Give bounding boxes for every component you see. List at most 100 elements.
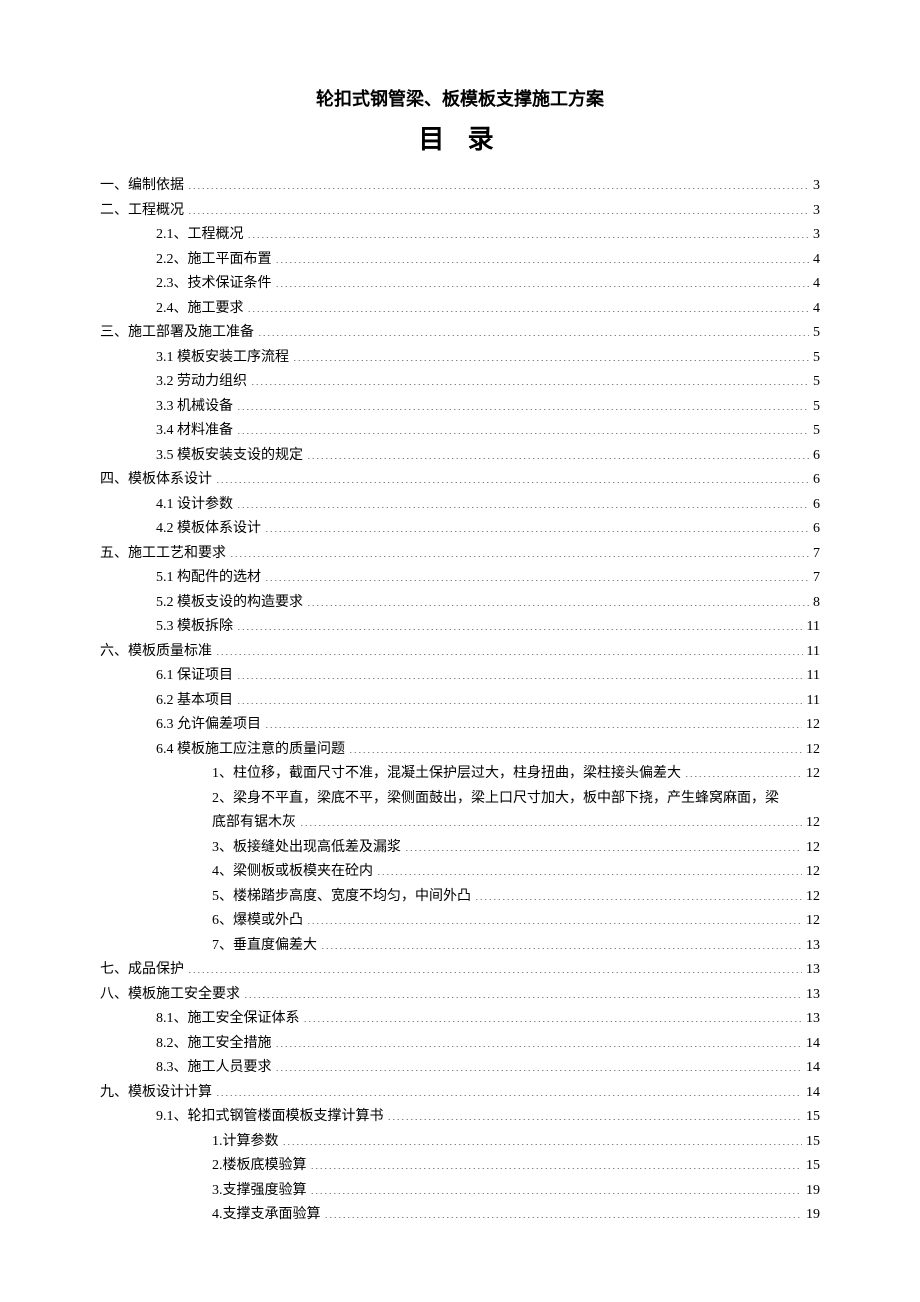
toc-page-number: 12 — [802, 885, 820, 910]
toc-page-number: 6 — [809, 493, 820, 518]
toc-leader-dots — [237, 690, 803, 704]
toc-entry: 8.2、施工安全措施14 — [100, 1032, 820, 1057]
toc-leader-dots — [237, 396, 809, 410]
toc-leader-dots — [475, 886, 802, 900]
document-title: 轮扣式钢管梁、板模板支撑施工方案 — [100, 85, 820, 111]
toc-label: 6、爆模或外凸 — [212, 909, 307, 934]
toc-page-number: 4 — [809, 272, 820, 297]
toc-page-number: 11 — [803, 615, 820, 640]
toc-leader-dots — [276, 249, 810, 263]
toc-leader-dots — [258, 322, 809, 336]
toc-leader-dots — [307, 592, 809, 606]
toc-entry: 5、楼梯踏步高度、宽度不均匀，中间外凸 12 — [100, 885, 820, 910]
toc-label: 4、梁侧板或板模夹在砼内 — [212, 860, 377, 885]
toc-page-number: 14 — [802, 1081, 820, 1106]
toc-leader-dots — [283, 1131, 803, 1145]
toc-entry: 2.4、施工要求4 — [100, 297, 820, 322]
toc-label: 5.2 模板支设的构造要求 — [156, 591, 307, 616]
toc-label: 3.支撑强度验算 — [212, 1179, 311, 1204]
toc-entry: 6.2 基本项目 11 — [100, 689, 820, 714]
toc-leader-dots — [405, 837, 802, 851]
toc-label: 8.1、施工安全保证体系 — [156, 1007, 304, 1032]
toc-leader-dots — [300, 812, 802, 826]
toc-entry: 8.1、施工安全保证体系13 — [100, 1007, 820, 1032]
toc-entry: 八、模板施工安全要求13 — [100, 983, 820, 1008]
toc-entry: 9.1、轮扣式钢管楼面模板支撑计算书15 — [100, 1105, 820, 1130]
toc-label: 七、成品保护 — [100, 958, 188, 983]
toc-label: 八、模板施工安全要求 — [100, 983, 244, 1008]
toc-entry: 3、板接缝处出现高低差及漏浆12 — [100, 836, 820, 861]
toc-page-number: 13 — [802, 934, 820, 959]
toc-page-number: 5 — [809, 419, 820, 444]
toc-label: 4.1 设计参数 — [156, 493, 237, 518]
toc-page-number: 13 — [802, 958, 820, 983]
toc-page-number: 14 — [802, 1032, 820, 1057]
toc-leader-dots — [276, 1033, 803, 1047]
toc-leader-dots — [265, 714, 802, 728]
toc-label: 4.支撑支承面验算 — [212, 1203, 325, 1228]
toc-label: 3.2 劳动力组织 — [156, 370, 251, 395]
toc-page-number: 11 — [803, 689, 820, 714]
toc-label: 九、模板设计计算 — [100, 1081, 216, 1106]
toc-entry: 六、模板质量标准11 — [100, 640, 820, 665]
toc-label: 1.计算参数 — [212, 1130, 283, 1155]
toc-label: 6.2 基本项目 — [156, 689, 237, 714]
toc-entry: 九、模板设计计算 14 — [100, 1081, 820, 1106]
toc-heading: 目 录 — [100, 119, 820, 156]
toc-page-number: 3 — [809, 174, 820, 199]
toc-label: 2、梁身不平直，梁底不平，梁侧面鼓出，梁上口尺寸加大，板中部下挠，产生蜂窝麻面，… — [212, 787, 783, 812]
toc-leader-dots — [349, 739, 802, 753]
toc-page-number: 7 — [809, 566, 820, 591]
toc-page-number: 5 — [809, 346, 820, 371]
toc-entry: 3.1 模板安装工序流程5 — [100, 346, 820, 371]
toc-entry: 4.2 模板体系设计6 — [100, 517, 820, 542]
toc-leader-dots — [188, 200, 809, 214]
toc-label: 五、施工工艺和要求 — [100, 542, 230, 567]
toc-leader-dots — [377, 861, 802, 875]
toc-leader-dots — [276, 273, 810, 287]
toc-page-number: 3 — [809, 199, 820, 224]
toc-leader-dots — [304, 1008, 803, 1022]
toc-label: 四、模板体系设计 — [100, 468, 216, 493]
toc-leader-dots — [307, 445, 809, 459]
toc-page-number: 12 — [802, 738, 820, 763]
toc-leader-dots — [276, 1057, 803, 1071]
toc-entry: 七、成品保护 13 — [100, 958, 820, 983]
toc-label: 7、垂直度偏差大 — [212, 934, 321, 959]
toc-leader-dots — [251, 371, 809, 385]
toc-entry: 四、模板体系设计6 — [100, 468, 820, 493]
toc-label: 5.1 构配件的选材 — [156, 566, 265, 591]
toc-label: 底部有锯木灰 — [212, 811, 300, 836]
toc-label: 六、模板质量标准 — [100, 640, 216, 665]
toc-label: 三、施工部署及施工准备 — [100, 321, 258, 346]
toc-entry: 3.3 机械设备5 — [100, 395, 820, 420]
toc-leader-dots — [188, 175, 809, 189]
toc-leader-dots — [265, 518, 809, 532]
toc-page-number: 8 — [809, 591, 820, 616]
toc-leader-dots — [248, 298, 810, 312]
toc-label: 1、柱位移，截面尺寸不准，混凝土保护层过大，柱身扭曲，梁柱接头偏差大 — [212, 762, 685, 787]
toc-entry: 一、编制依据3 — [100, 174, 820, 199]
toc-leader-dots — [188, 959, 802, 973]
toc-label: 2.楼板底模验算 — [212, 1154, 311, 1179]
toc-leader-dots — [293, 347, 809, 361]
toc-leader-dots — [237, 665, 803, 679]
toc-entry: 2.2、施工平面布置4 — [100, 248, 820, 273]
toc-label: 2.1、工程概况 — [156, 223, 248, 248]
toc-label: 3.3 机械设备 — [156, 395, 237, 420]
toc-entry: 6.1 保证项目11 — [100, 664, 820, 689]
toc-page-number: 12 — [802, 860, 820, 885]
toc-label: 2.3、技术保证条件 — [156, 272, 276, 297]
toc-leader-dots — [237, 494, 809, 508]
toc-leader-dots — [237, 616, 803, 630]
toc-leader-dots — [237, 420, 809, 434]
toc-leader-dots — [685, 763, 802, 777]
toc-leader-dots — [311, 1180, 803, 1194]
toc-entry: 三、施工部署及施工准备5 — [100, 321, 820, 346]
toc-page-number: 7 — [809, 542, 820, 567]
toc-label: 8.3、施工人员要求 — [156, 1056, 276, 1081]
toc-label: 5、楼梯踏步高度、宽度不均匀，中间外凸 — [212, 885, 475, 910]
toc-leader-dots — [216, 641, 803, 655]
toc-entry: 2.3、技术保证条件 4 — [100, 272, 820, 297]
toc-entry: 1.计算参数15 — [100, 1130, 820, 1155]
